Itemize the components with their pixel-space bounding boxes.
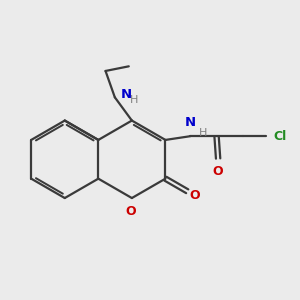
Text: O: O	[213, 165, 224, 178]
Text: O: O	[125, 205, 136, 218]
Text: N: N	[185, 116, 196, 129]
Text: N: N	[120, 88, 131, 101]
Text: O: O	[189, 189, 200, 202]
Text: H: H	[130, 95, 139, 105]
Text: Cl: Cl	[273, 130, 286, 143]
Text: H: H	[199, 128, 207, 138]
